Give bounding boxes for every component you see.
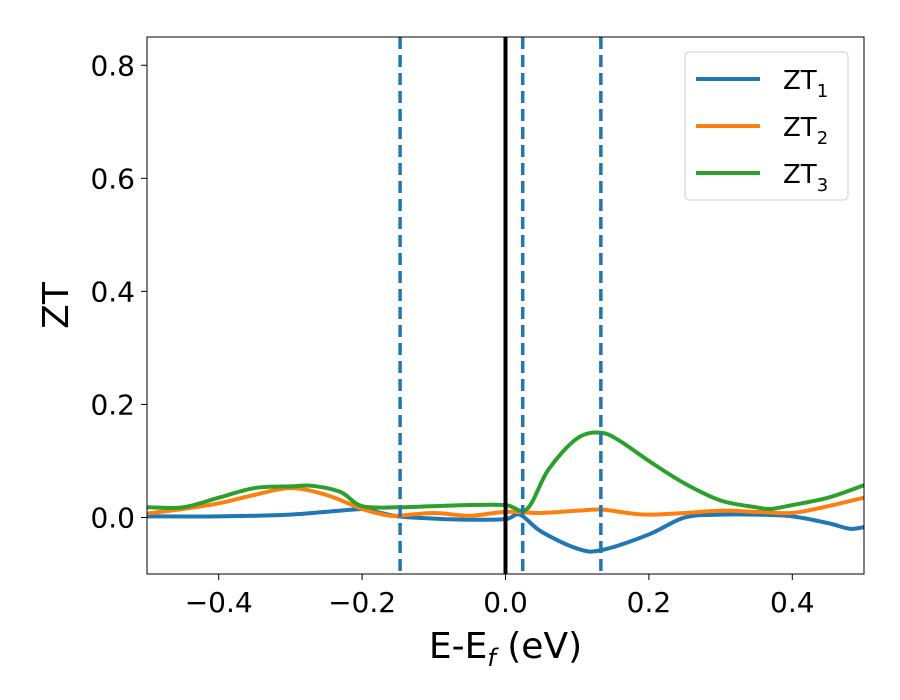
x-tick-label: 0.2 (627, 586, 672, 619)
legend-label-sub: 2 (817, 128, 828, 149)
legend-label-1: ZT1 (783, 66, 828, 102)
x-axis-title-main: E-E (429, 626, 487, 667)
y-tick-label: 0.0 (90, 501, 135, 534)
y-axis-title: ZT (36, 281, 77, 329)
y-tick-label: 0.4 (90, 275, 135, 308)
reference-lines (398, 37, 603, 574)
series-line-3 (146, 430, 865, 513)
legend-label-main: ZT (783, 66, 817, 96)
x-tick-label: −0.4 (185, 586, 253, 619)
y-axis-ticks: 0.0 0.2 0.4 0.6 0.8 (90, 49, 147, 534)
y-tick-label: 0.6 (90, 162, 135, 195)
legend-label-sub: 3 (817, 175, 828, 196)
legend-label-main: ZT (783, 113, 817, 143)
y-tick-label: 0.2 (90, 388, 135, 421)
legend-label-sub: 1 (817, 81, 828, 102)
x-tick-label: 0.4 (770, 586, 815, 619)
legend-label-main: ZT (783, 160, 817, 190)
y-tick-label: 0.8 (90, 49, 135, 82)
x-axis-title-unit: (eV) (496, 626, 582, 667)
legend-label-2: ZT2 (783, 113, 828, 149)
x-tick-label: −0.2 (328, 586, 396, 619)
legend-box (684, 51, 849, 201)
x-tick-label: 0.0 (483, 586, 528, 619)
x-axis-title: E-Ef (eV) (429, 626, 582, 672)
x-axis-ticks: −0.4 −0.2 0.0 0.2 0.4 (185, 574, 815, 619)
legend-label-3: ZT3 (783, 160, 828, 196)
